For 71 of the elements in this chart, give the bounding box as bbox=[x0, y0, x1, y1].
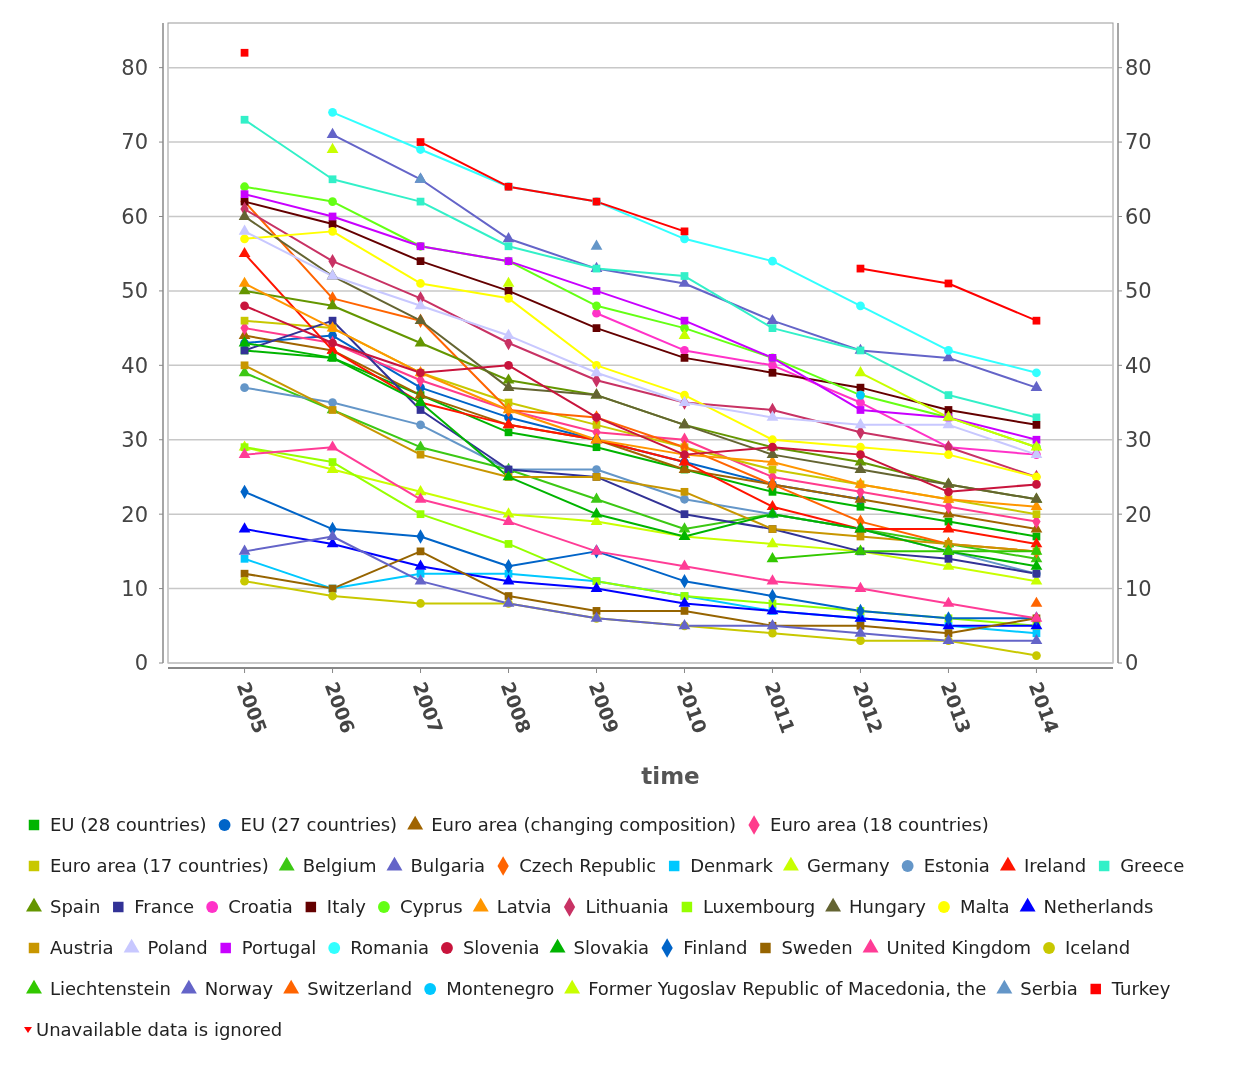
x-tick-label: 2013 bbox=[936, 678, 976, 737]
legend-label: Netherlands bbox=[1043, 896, 1154, 918]
legend-label: Switzerland bbox=[307, 978, 413, 1000]
y2-tick-label: 80 bbox=[1125, 56, 1152, 80]
legend-label: Iceland bbox=[1065, 937, 1131, 959]
x-axis-title: time bbox=[641, 763, 700, 789]
legend-label: Sweden bbox=[781, 937, 853, 959]
legend-label: Slovenia bbox=[462, 937, 540, 959]
legend-label: Austria bbox=[50, 937, 114, 959]
legend-label: Euro area (changing composition) bbox=[431, 814, 737, 836]
x-tick-label: 2011 bbox=[760, 678, 800, 737]
y2-tick-label: 40 bbox=[1125, 353, 1152, 378]
legend-label: Serbia bbox=[1020, 978, 1078, 1000]
legend-label: Luxembourg bbox=[702, 896, 816, 918]
x-tick-label: 2009 bbox=[584, 678, 624, 737]
legend-label: Estonia bbox=[923, 855, 990, 877]
y-tick-label: 50 bbox=[121, 279, 148, 304]
legend-label: Former Yugoslav Republic of Macedonia, the bbox=[588, 978, 987, 1000]
legend-label: Germany bbox=[806, 855, 890, 877]
y-tick-label: 60 bbox=[121, 204, 148, 229]
legend-label: Portugal bbox=[241, 937, 317, 959]
legend-label: Euro area (17 countries) bbox=[50, 855, 269, 877]
legend-label: Finland bbox=[683, 937, 748, 959]
legend-label: Slovakia bbox=[573, 937, 650, 959]
y-tick-label: 10 bbox=[121, 576, 148, 601]
legend-label: Croatia bbox=[228, 896, 293, 918]
x-tick-label: 2008 bbox=[496, 678, 536, 737]
legend-label: Liechtenstein bbox=[50, 978, 171, 1000]
legend-label: Bulgaria bbox=[410, 855, 486, 877]
x-tick-label: 2006 bbox=[320, 678, 360, 737]
y-tick-label: 70 bbox=[121, 130, 148, 155]
legend-label: Cyprus bbox=[399, 896, 463, 918]
x-tick-label: 2014 bbox=[1024, 678, 1064, 737]
y2-tick-label: 10 bbox=[1125, 576, 1152, 601]
legend-label: EU (27 countries) bbox=[240, 814, 398, 836]
text: Unavailable data is ignored bbox=[36, 1019, 283, 1041]
x-tick-label: 2007 bbox=[408, 678, 448, 737]
legend-label: France bbox=[134, 896, 195, 918]
legend-label: Romania bbox=[350, 937, 429, 959]
legend-label: United Kingdom bbox=[886, 937, 1032, 959]
legend-label: Montenegro bbox=[446, 978, 555, 1000]
legend-label: Euro area (18 countries) bbox=[770, 814, 989, 836]
legend-label: Greece bbox=[1120, 855, 1185, 877]
y-tick-label: 80 bbox=[121, 56, 148, 80]
legend-label: Denmark bbox=[690, 855, 774, 877]
legend-label: Poland bbox=[147, 937, 208, 959]
legend-label: Norway bbox=[204, 978, 274, 1000]
legend-label: Malta bbox=[959, 896, 1010, 918]
legend-label: Turkey bbox=[1110, 978, 1171, 1000]
y2-tick-label: 0 bbox=[1125, 651, 1139, 676]
legend-label: Czech Republic bbox=[519, 855, 657, 877]
legend-label: Belgium bbox=[302, 855, 377, 877]
x-tick-label: 2005 bbox=[232, 678, 272, 737]
y-tick-label: 40 bbox=[121, 353, 148, 378]
y-tick-label: 20 bbox=[121, 502, 148, 527]
legend-label: Hungary bbox=[849, 896, 927, 918]
legend-label: Ireland bbox=[1023, 855, 1087, 877]
x-tick-label: 2012 bbox=[848, 678, 888, 737]
y2-tick-label: 50 bbox=[1125, 279, 1152, 304]
y2-tick-label: 30 bbox=[1125, 428, 1152, 453]
x-tick-label: 2010 bbox=[672, 678, 712, 737]
legend-label: EU (28 countries) bbox=[50, 814, 207, 836]
y2-tick-label: 70 bbox=[1125, 130, 1152, 155]
legend-label: Latvia bbox=[496, 896, 552, 918]
y-tick-label: 0 bbox=[134, 651, 148, 676]
legend-label: Italy bbox=[326, 896, 367, 918]
legend-label: Lithuania bbox=[585, 896, 669, 918]
y2-tick-label: 60 bbox=[1125, 204, 1152, 229]
legend-label: Spain bbox=[50, 896, 101, 918]
y2-tick-label: 20 bbox=[1125, 502, 1152, 527]
y-tick-label: 30 bbox=[121, 428, 148, 453]
